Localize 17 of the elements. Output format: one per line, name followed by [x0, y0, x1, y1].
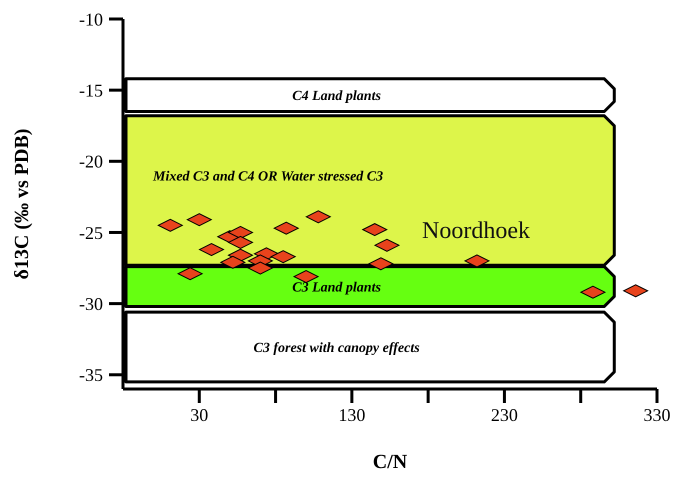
band-label: Mixed C3 and C4 OR Water stressed C3 — [152, 169, 384, 184]
x-axis-title: C/N — [372, 451, 408, 473]
y-tick-label: -30 — [79, 294, 103, 314]
x-tick-label: 330 — [644, 405, 670, 425]
x-tick-label: 130 — [338, 405, 366, 425]
band-label: C3 Land plants — [292, 280, 382, 296]
x-tick-label: 230 — [490, 405, 518, 425]
y-tick-label: -25 — [79, 222, 103, 243]
band-label: C4 Land plants — [292, 89, 382, 104]
band-label: C3 forest with canopy effects — [254, 340, 420, 356]
y-tick-label: -20 — [79, 152, 103, 172]
y-tick-label: -35 — [79, 365, 103, 386]
y-axis-title: δ13C (‰ vs PDB) — [11, 128, 33, 280]
series-label: Noordhoek — [422, 218, 530, 244]
y-tick-label: -15 — [79, 80, 103, 100]
x-tick-label: 30 — [190, 405, 208, 425]
y-tick-label: -10 — [79, 9, 103, 30]
